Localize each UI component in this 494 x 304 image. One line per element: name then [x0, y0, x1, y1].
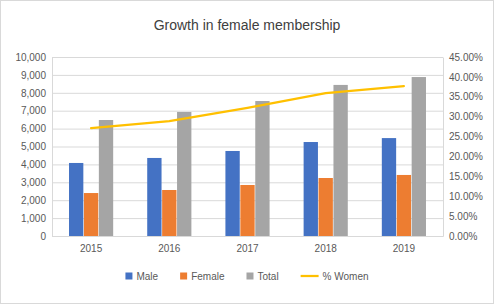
x-axis-line — [53, 236, 444, 237]
y2-tick-label: 45.00% — [449, 52, 483, 63]
y-tick: 6,000 — [21, 123, 443, 134]
bar — [84, 193, 98, 236]
grid-line — [52, 111, 443, 112]
bar — [304, 142, 318, 236]
y2-tick-label: 25.00% — [449, 131, 483, 142]
x-tick-label: 2017 — [236, 243, 259, 254]
bar — [319, 178, 333, 236]
y-tick-label: 10,000 — [15, 52, 46, 63]
y2-tick-label: 30.00% — [449, 111, 483, 122]
chart-frame — [1, 1, 494, 304]
x-tick: 2017 — [236, 236, 259, 254]
grid-line — [52, 57, 443, 58]
x-tick: 2015 — [80, 236, 103, 254]
grid-line — [52, 93, 443, 94]
x-tick: 2018 — [315, 236, 338, 254]
y2-axis-line — [443, 58, 444, 237]
x-tick-label: 2018 — [315, 243, 338, 254]
legend-swatch — [301, 275, 319, 277]
y-tick-label: 1,000 — [21, 213, 46, 224]
x-tick: 2016 — [158, 236, 181, 254]
y-tick-label: 3,000 — [21, 177, 46, 188]
legend-item: % Women — [301, 271, 369, 282]
y-tick-label: 8,000 — [21, 88, 46, 99]
bar — [99, 120, 113, 236]
legend-label: % Women — [323, 271, 369, 282]
y2-tick: 0.00% — [443, 231, 477, 242]
y-tick: 9,000 — [21, 70, 443, 81]
y-tick-label: 5,000 — [21, 141, 46, 152]
x-axis: 2015 2016 2017 2018 2019 — [53, 236, 444, 254]
bar — [240, 185, 254, 236]
legend-item: Male — [125, 271, 158, 282]
grid-line — [52, 75, 443, 76]
bar — [397, 175, 411, 236]
y2-tick-label: 20.00% — [449, 151, 483, 162]
y2-tick: 10.00% — [443, 191, 483, 202]
y-tick-label: 7,000 — [21, 105, 46, 116]
line — [91, 86, 404, 128]
y2-tick: 40.00% — [443, 72, 483, 83]
y2-tick-label: 15.00% — [449, 171, 483, 182]
y2-tick: 35.00% — [443, 91, 483, 102]
y2-tick-label: 5.00% — [449, 211, 477, 222]
bar — [147, 158, 161, 236]
y-tick-label: 6,000 — [21, 123, 46, 134]
y-tick: 5,000 — [21, 141, 443, 152]
title: Growth in female membership — [154, 17, 341, 33]
y-axis: 0 1,000 2,000 3,000 4,000 5,000 6,000 7,000 8,00… — [15, 52, 443, 242]
y-tick-label: 4,000 — [21, 159, 46, 170]
bar-series — [84, 175, 411, 236]
y2-tick: 5.00% — [443, 211, 477, 222]
x-tick-label: 2015 — [80, 243, 103, 254]
legend-swatch — [180, 273, 187, 280]
y-tick-label: 0 — [40, 231, 46, 242]
legend-item: Female — [180, 271, 225, 282]
y2-tick: 15.00% — [443, 171, 483, 182]
bar — [412, 77, 426, 236]
bar — [162, 190, 176, 236]
bar — [255, 101, 269, 236]
bar-series — [99, 77, 426, 236]
y2-tick: 30.00% — [443, 111, 483, 122]
bar — [225, 151, 239, 236]
x-tick-label: 2016 — [158, 243, 181, 254]
y-tick: 10,000 — [15, 52, 443, 63]
bar — [333, 85, 347, 236]
y2-tick: 20.00% — [443, 151, 483, 162]
y2-tick-label: 40.00% — [449, 72, 483, 83]
legend-item: Total — [246, 271, 278, 282]
bar — [177, 112, 191, 236]
legend-swatch — [125, 273, 132, 280]
grid-line — [52, 236, 443, 237]
y-tick-label: 9,000 — [21, 70, 46, 81]
x-tick: 2019 — [393, 236, 416, 254]
y2-tick-label: 10.00% — [449, 191, 483, 202]
legend-label: Total — [257, 271, 278, 282]
x-tick-label: 2019 — [393, 243, 416, 254]
legend: Male Female Total % Women — [125, 271, 368, 282]
legend-label: Male — [136, 271, 158, 282]
legend-swatch — [246, 273, 253, 280]
plot-marks — [69, 77, 426, 236]
chart: Growth in female membership 0 1,000 2,000 3,… — [0, 0, 494, 304]
y2-axis: 0.00% 5.00% 10.00% 15.00% 20.00% 25.00% 30.00%… — [443, 52, 483, 242]
bar — [69, 163, 83, 236]
legend-label: Female — [191, 271, 225, 282]
y2-tick-label: 0.00% — [449, 231, 477, 242]
y2-tick-label: 35.00% — [449, 91, 483, 102]
bar — [382, 138, 396, 236]
y2-tick: 25.00% — [443, 131, 483, 142]
y2-tick: 45.00% — [443, 52, 483, 63]
y-tick-label: 2,000 — [21, 195, 46, 206]
